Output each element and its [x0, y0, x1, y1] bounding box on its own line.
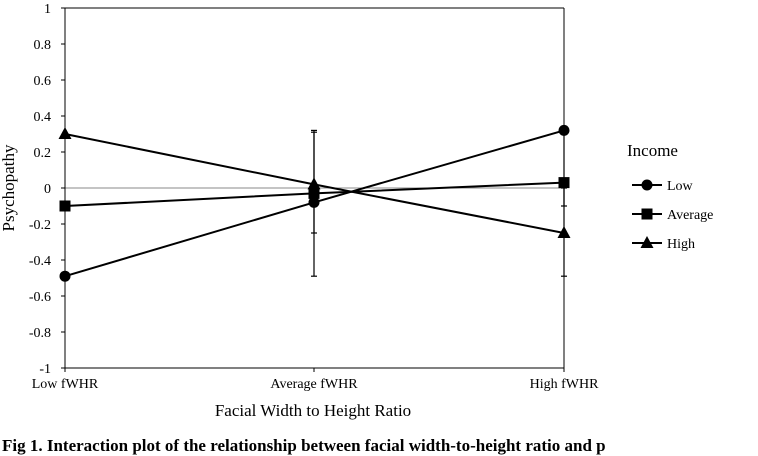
y-tick-label: -1	[39, 362, 51, 377]
data-point-low	[59, 270, 71, 282]
y-axis-title: Psychopathy	[0, 144, 18, 231]
legend-label-average: Average	[667, 208, 713, 223]
y-ticks: 1 0.8 0.6 0.4 0.2 0 -0.2 -0.4 -0.6 -0.8 -1	[29, 2, 65, 377]
legend-marker-high	[640, 236, 654, 248]
y-tick-label: -0.4	[29, 254, 51, 269]
legend-title: Income	[627, 141, 678, 160]
data-point-average	[558, 177, 570, 189]
y-tick-label: 1	[44, 2, 51, 17]
data-point-low	[558, 124, 570, 136]
series-lines	[58, 124, 571, 282]
x-tick-label: Low fWHR	[32, 377, 99, 392]
legend: Income Low Average High	[627, 141, 713, 252]
data-point-low	[308, 196, 320, 208]
y-tick-label: 0.4	[34, 110, 52, 125]
figure-caption: Fig 1. Interaction plot of the relations…	[2, 436, 606, 455]
data-point-average	[59, 200, 71, 212]
x-axis-title: Facial Width to Height Ratio	[215, 401, 411, 420]
data-point-high	[307, 177, 321, 190]
y-tick-label: 0.2	[34, 146, 52, 161]
x-tick-label: Average fWHR	[270, 377, 358, 392]
x-ticks: Low fWHR Average fWHR High fWHR	[32, 368, 599, 392]
y-tick-label: -0.8	[29, 326, 51, 341]
data-point-high	[557, 226, 571, 238]
y-tick-label: 0	[44, 182, 51, 197]
error-bars	[311, 129, 567, 277]
y-tick-label: -0.2	[29, 218, 51, 233]
legend-marker-average	[641, 208, 653, 220]
data-point-high	[58, 127, 72, 139]
legend-marker-low	[641, 179, 653, 191]
y-tick-label: 0.8	[34, 38, 52, 53]
y-tick-label: 0.6	[34, 74, 52, 89]
data-point-average	[308, 187, 320, 199]
y-tick-label: -0.6	[29, 290, 51, 305]
legend-label-high: High	[667, 237, 695, 252]
x-tick-label: High fWHR	[530, 377, 599, 392]
legend-label-low: Low	[667, 179, 694, 194]
